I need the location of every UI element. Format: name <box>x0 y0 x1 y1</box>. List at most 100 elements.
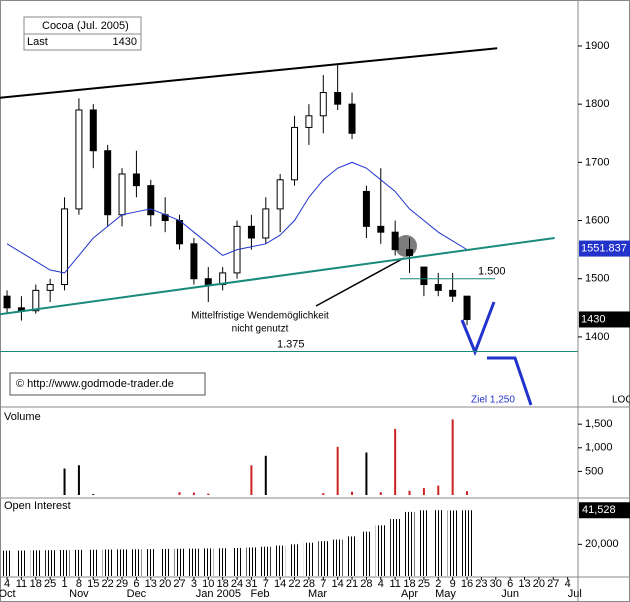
x-tick-label: 20 <box>159 578 171 590</box>
projection <box>460 301 496 357</box>
candle-body <box>449 289 457 297</box>
bar <box>375 525 386 576</box>
trendline <box>0 237 555 316</box>
bar <box>174 548 185 576</box>
candle-body <box>32 289 40 312</box>
month-label: Oct <box>0 588 16 600</box>
candle-body <box>3 295 11 309</box>
bar <box>88 549 99 576</box>
month-label: Jan 2005 <box>196 588 241 600</box>
bar <box>16 550 27 576</box>
month-label: Dec <box>127 588 147 600</box>
bar <box>92 494 95 495</box>
month-label: May <box>435 588 456 600</box>
bar <box>77 465 80 495</box>
y-tick-label: 1700 <box>585 156 609 168</box>
level-label: 1.500 <box>478 266 506 278</box>
x-tick-label: 20 <box>533 578 545 590</box>
candle-body <box>89 109 97 152</box>
x-tick-label: 23 <box>475 578 487 590</box>
candle-body <box>348 103 356 134</box>
x-tick-label: 4 <box>565 578 571 590</box>
x-tick-label: 6 <box>133 578 139 590</box>
level-label: 1.375 <box>277 338 305 350</box>
x-tick-label: 14 <box>274 578 286 590</box>
trendline <box>0 47 498 99</box>
x-tick-label: 2 <box>435 578 441 590</box>
candle-body <box>334 92 342 105</box>
y-tick-label: 1,500 <box>585 418 613 430</box>
candle-body <box>406 249 414 256</box>
bar <box>437 485 440 495</box>
bar <box>145 549 156 576</box>
candle-body <box>176 220 184 245</box>
bar <box>59 550 70 576</box>
candle-body <box>276 179 284 210</box>
bar <box>462 510 473 576</box>
candle-body <box>262 208 270 239</box>
bar <box>250 465 253 495</box>
annotation: nicht genutzt <box>232 324 289 335</box>
x-tick-label: 22 <box>102 578 114 590</box>
ma-label: 1551.837 <box>581 242 627 254</box>
x-tick-label: 9 <box>450 578 456 590</box>
month-label: Feb <box>251 588 270 600</box>
x-tick-label: 25 <box>44 578 56 590</box>
y-tick-label: 1900 <box>585 40 609 52</box>
y-tick-label: 500 <box>585 465 603 477</box>
month-label: Jul <box>568 588 582 600</box>
bar <box>117 549 128 576</box>
info-box-row <box>23 33 142 51</box>
candle-body <box>420 266 428 286</box>
bar <box>232 547 243 576</box>
x-tick-label: 6 <box>507 578 513 590</box>
x-tick-label: 18 <box>30 578 42 590</box>
y-tick-label: 1800 <box>585 98 609 110</box>
candle-body <box>190 243 198 280</box>
candle-body <box>319 92 327 117</box>
bar <box>451 419 454 495</box>
x-tick-label: 4 <box>4 578 10 590</box>
x-tick-label: 13 <box>145 578 157 590</box>
bar <box>246 547 257 576</box>
candle-body <box>104 150 112 216</box>
bar <box>404 511 415 576</box>
bar <box>45 550 56 576</box>
scale-mode: LOC <box>612 395 630 406</box>
x-tick-label: 28 <box>303 578 315 590</box>
x-tick-label: 10 <box>202 578 214 590</box>
bar <box>433 510 444 576</box>
bar <box>466 491 469 495</box>
bar <box>318 541 329 576</box>
bar <box>217 548 228 576</box>
bar <box>347 536 358 576</box>
copyright: © http://www.godmode-trader.de <box>16 378 174 390</box>
last-label: 1430 <box>581 313 605 325</box>
bar <box>131 549 142 576</box>
candle-body <box>391 231 399 251</box>
y-tick-label: 1400 <box>585 331 609 343</box>
y-tick-label: 1,000 <box>585 442 613 454</box>
x-tick-label: 25 <box>418 578 430 590</box>
x-tick-label: 11 <box>389 578 400 590</box>
bar <box>63 468 66 495</box>
x-tick-label: 29 <box>116 578 128 590</box>
bar <box>418 510 429 576</box>
bar <box>188 548 199 576</box>
bar <box>422 487 425 495</box>
copyright-box <box>9 372 206 396</box>
x-tick-label: 22 <box>288 578 300 590</box>
annotation: Mittelfristige Wendemöglichkeit <box>191 311 329 322</box>
candle-body <box>362 190 370 227</box>
bar <box>207 493 210 495</box>
x-tick-label: 8 <box>76 578 82 590</box>
candle-body <box>247 225 255 239</box>
x-tick-label: 28 <box>360 578 372 590</box>
last-label-box <box>579 311 630 328</box>
last-caption: Last <box>27 36 48 48</box>
bar <box>160 548 171 576</box>
bar <box>203 548 214 576</box>
bar <box>73 549 84 576</box>
candle-body <box>46 284 54 291</box>
